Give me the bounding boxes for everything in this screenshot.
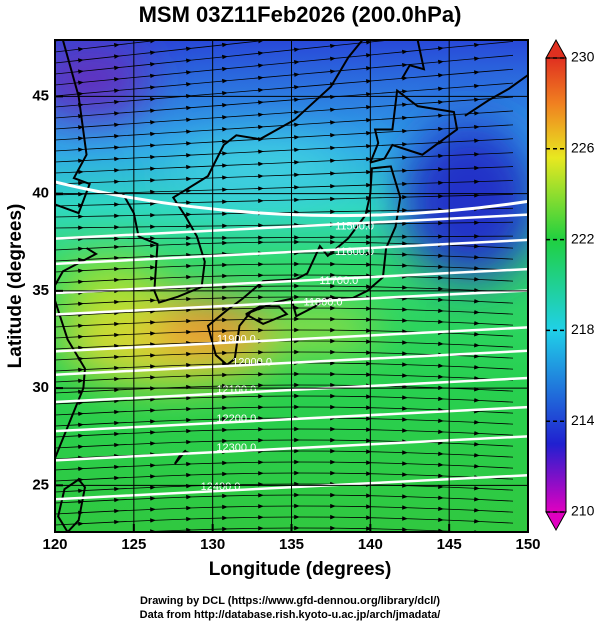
streamline (55, 193, 514, 208)
contour-line (55, 473, 528, 501)
x-tick-label: 150 (515, 536, 540, 553)
streamline (55, 481, 514, 494)
contours: 11500.0 11600.0 11700.0 11800.0 11900.0 12000… (55, 180, 528, 501)
contour-label: 12000.0 (232, 357, 272, 369)
contour-line (55, 376, 528, 404)
contour-label: 11900.0 (217, 333, 256, 345)
streamline (55, 272, 514, 285)
streamline (55, 179, 514, 197)
x-tick-label: 145 (437, 536, 462, 553)
streamline (55, 503, 514, 516)
streamline (55, 404, 514, 417)
contour-line (55, 289, 528, 316)
streamline (55, 393, 514, 406)
contour-label: 11700.0 (319, 275, 358, 287)
streamline (55, 437, 514, 450)
colorbar-tick-label: 226 (571, 140, 595, 156)
contour-line (55, 238, 528, 266)
x-axis-label: Longitude (degrees) (209, 559, 392, 580)
y-tick-label: 40 (32, 185, 49, 202)
credit: Data from http://database.rish.kyoto-u.a… (140, 609, 441, 621)
axes: 120 125 130 135 140 145 150 25 30 35 40 45 (32, 87, 540, 553)
colorbar-bottom (545, 511, 567, 532)
colorbar-body (545, 57, 567, 513)
contour-line (55, 213, 528, 240)
y-tick-label: 35 (32, 282, 49, 299)
streamline (55, 492, 514, 505)
streamline (55, 316, 514, 329)
contour-label: 12200.0 (216, 413, 256, 425)
contour-label: 12400.0 (201, 481, 241, 493)
streamline (55, 206, 514, 219)
colorbar-tick-label: 210 (571, 503, 595, 519)
streamline (78, 525, 480, 532)
streamline (55, 234, 514, 242)
streamlines (55, 40, 514, 532)
streamline (55, 459, 514, 472)
x-tick-label: 140 (358, 536, 383, 553)
colorbar-tick-label: 230 (571, 49, 595, 65)
contour-label: 11500.0 (335, 221, 374, 233)
y-tick-label: 25 (32, 476, 49, 493)
x-tick-label: 130 (200, 536, 225, 553)
streamline (55, 261, 514, 274)
x-tick-label: 135 (279, 536, 304, 553)
streamline (55, 371, 514, 384)
grid (55, 40, 528, 532)
streamline (55, 470, 514, 483)
streamline (55, 305, 514, 318)
colorbar-tick-label: 222 (571, 230, 595, 246)
contour-line (55, 349, 528, 377)
colorbar-tick-label: 218 (571, 321, 595, 337)
title: MSM 03Z11Feb2026 (200.0hPa) (139, 2, 462, 27)
colorbar-tick-label: 214 (571, 412, 595, 428)
contour-line (55, 180, 528, 218)
contour-label: 11800.0 (304, 296, 343, 308)
field: 11500.0 11600.0 11700.0 11800.0 11900.0 12000… (55, 40, 528, 532)
colorbar-top (545, 38, 567, 59)
y-axis-label: Latitude (degrees) (5, 204, 26, 369)
streamline (55, 426, 514, 439)
x-tick-label: 120 (42, 536, 67, 553)
contour-line (55, 405, 528, 433)
y-tick-label: 45 (32, 87, 49, 104)
contour-label: 11600.0 (335, 246, 374, 258)
x-tick-label: 125 (121, 536, 146, 553)
streamline (55, 415, 514, 428)
contour-line (55, 435, 528, 462)
credit: Drawing by DCL (https://www.gfd-dennou.o… (140, 595, 440, 607)
streamline (55, 220, 514, 230)
contour-line (55, 326, 528, 353)
streamline (55, 294, 514, 307)
y-tick-label: 30 (32, 379, 49, 396)
colorbar: 210 214 218 222 226 230 (545, 38, 595, 532)
streamline (55, 514, 514, 527)
contour-line (55, 267, 528, 295)
contour-label: 12300.0 (216, 442, 256, 454)
contour-label: 12100.0 (216, 384, 256, 396)
